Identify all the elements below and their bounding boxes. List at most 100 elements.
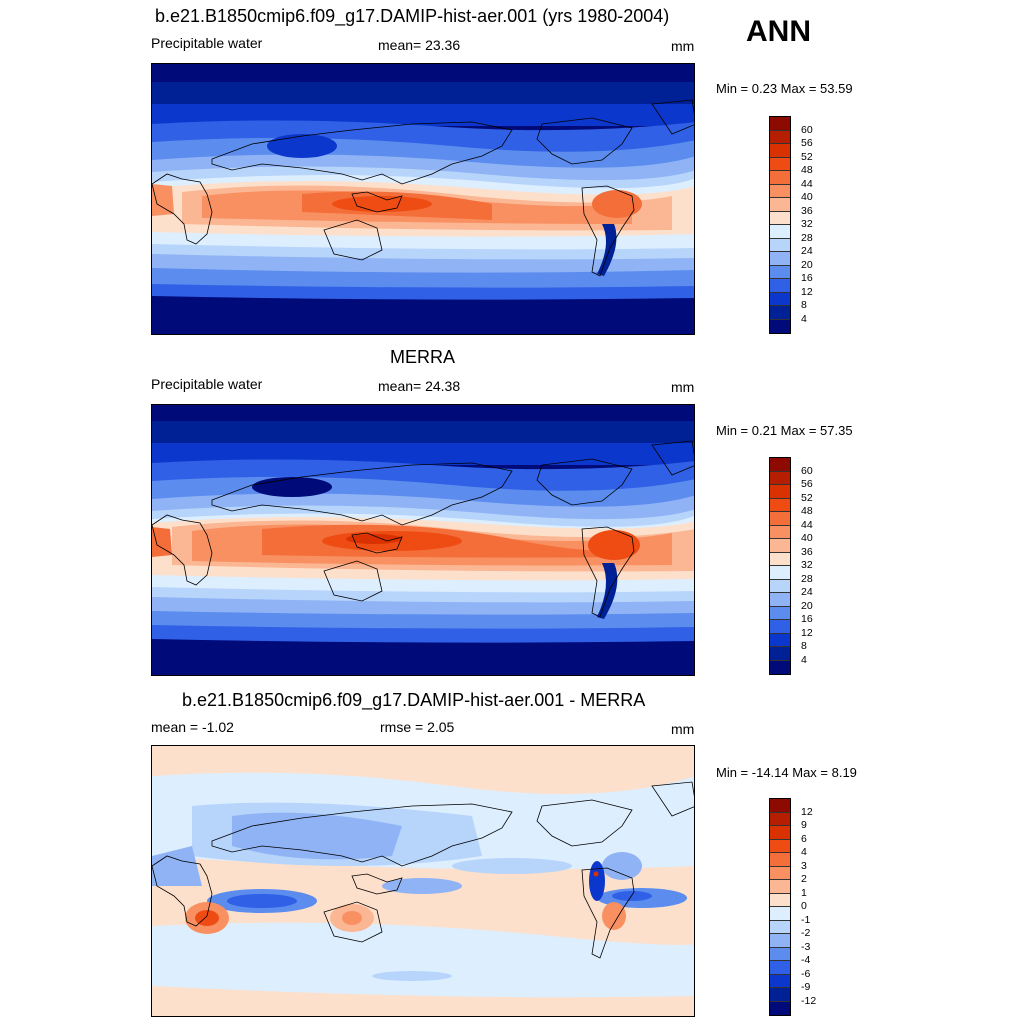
colorbar-cell xyxy=(770,238,790,252)
colorbar-cell xyxy=(770,552,790,566)
colorbar-tick-label: 3 xyxy=(801,859,807,872)
panel1-map xyxy=(151,63,695,335)
colorbar-cell xyxy=(770,265,790,279)
panel1-mean: mean= 23.36 xyxy=(378,37,461,53)
colorbar-cell xyxy=(770,826,790,840)
colorbar-tick-label: -12 xyxy=(801,994,817,1007)
colorbar-cell xyxy=(770,252,790,266)
colorbar-cell xyxy=(770,171,790,185)
colorbar-cell xyxy=(770,198,790,212)
colorbar-cell xyxy=(770,880,790,894)
colorbar-cell xyxy=(770,907,790,921)
colorbar-tick-label: 12 xyxy=(801,285,813,298)
colorbar-tick-label: 4 xyxy=(801,312,807,325)
colorbar-cell xyxy=(770,606,790,620)
colorbar-cell xyxy=(770,471,790,485)
colorbar-tick-label: 16 xyxy=(801,272,813,284)
panel3-rmse: rmse = 2.05 xyxy=(380,719,455,735)
panel1-colorbar xyxy=(769,116,791,334)
colorbar-tick-label: 6 xyxy=(801,832,807,845)
colorbar-cell xyxy=(770,947,790,961)
colorbar-cell xyxy=(770,853,790,867)
colorbar-tick-label: 8 xyxy=(801,299,807,311)
panel1-units: mm xyxy=(671,38,695,54)
colorbar-tick-label: 24 xyxy=(801,586,813,598)
colorbar-tick-label: 40 xyxy=(801,532,813,544)
colorbar-cell xyxy=(770,211,790,225)
panel2-minmax: Min = 0.21 Max = 57.35 xyxy=(716,423,853,438)
colorbar-tick-label: 1 xyxy=(801,886,807,899)
colorbar-cell xyxy=(770,920,790,934)
panel3-colorbar xyxy=(769,798,791,1016)
colorbar-tick-label: 44 xyxy=(801,518,813,531)
colorbar-cell xyxy=(770,633,790,647)
colorbar-cell xyxy=(770,988,790,1002)
colorbar-cell xyxy=(770,799,790,813)
panel1-variable: Precipitable water xyxy=(151,35,263,51)
panel2-colorbar xyxy=(769,457,791,675)
colorbar-cell xyxy=(770,225,790,239)
colorbar-tick-label: 12 xyxy=(801,626,813,639)
colorbar-tick-label: 60 xyxy=(801,123,813,136)
colorbar-tick-label: 36 xyxy=(801,204,813,217)
panel2-variable: Precipitable water xyxy=(151,376,263,392)
colorbar-cell xyxy=(770,117,790,131)
colorbar-cell xyxy=(770,893,790,907)
panel2-mean: mean= 24.38 xyxy=(378,378,461,394)
colorbar-cell xyxy=(770,512,790,526)
panel1-title: b.e21.B1850cmip6.f09_g17.DAMIP-hist-aer.… xyxy=(155,6,670,26)
panel2-units: mm xyxy=(671,379,695,395)
panel2-title: MERRA xyxy=(390,347,456,367)
colorbar-tick-label: 8 xyxy=(801,640,807,652)
panel3-mean: mean = -1.02 xyxy=(151,719,234,735)
panel1-minmax: Min = 0.23 Max = 53.59 xyxy=(716,81,853,96)
colorbar-tick-label: 48 xyxy=(801,164,813,176)
colorbar-cell xyxy=(770,485,790,499)
colorbar-cell xyxy=(770,184,790,198)
colorbar-tick-label: -1 xyxy=(801,913,811,926)
colorbar-cell xyxy=(770,292,790,306)
colorbar-cell xyxy=(770,579,790,593)
colorbar-tick-label: 52 xyxy=(801,491,813,504)
colorbar-tick-label: -4 xyxy=(801,954,811,966)
colorbar-tick-label: 32 xyxy=(801,218,813,230)
colorbar-cell xyxy=(770,961,790,975)
colorbar-tick-label: 28 xyxy=(801,231,813,244)
colorbar-tick-label: 12 xyxy=(801,805,813,818)
colorbar-tick-label: 16 xyxy=(801,613,813,625)
colorbar-cell xyxy=(770,1001,790,1015)
colorbar-tick-label: -6 xyxy=(801,967,811,980)
colorbar-cell xyxy=(770,934,790,948)
colorbar-cell xyxy=(770,498,790,512)
colorbar-cell xyxy=(770,620,790,634)
colorbar-tick-label: 20 xyxy=(801,599,813,612)
season-label: ANN xyxy=(746,15,811,48)
colorbar-tick-label: -2 xyxy=(801,927,811,939)
colorbar-tick-label: 56 xyxy=(801,137,813,149)
colorbar-cell xyxy=(770,866,790,880)
colorbar-cell xyxy=(770,647,790,661)
colorbar-cell xyxy=(770,144,790,158)
colorbar-cell xyxy=(770,130,790,144)
colorbar-cell xyxy=(770,279,790,293)
colorbar-cell xyxy=(770,306,790,320)
colorbar-cell xyxy=(770,157,790,171)
colorbar-tick-label: 0 xyxy=(801,900,807,912)
colorbar-tick-label: 40 xyxy=(801,191,813,203)
colorbar-tick-label: 60 xyxy=(801,464,813,477)
panel3-map xyxy=(151,745,695,1017)
panel3-units: mm xyxy=(671,721,695,737)
colorbar-cell xyxy=(770,839,790,853)
colorbar-cell xyxy=(770,593,790,607)
colorbar-cell xyxy=(770,458,790,472)
colorbar-cell xyxy=(770,319,790,333)
colorbar-cell xyxy=(770,812,790,826)
colorbar-tick-label: -9 xyxy=(801,981,811,993)
panel2-map xyxy=(151,404,695,676)
colorbar-tick-label: 56 xyxy=(801,478,813,490)
colorbar-cell xyxy=(770,974,790,988)
colorbar-tick-label: 24 xyxy=(801,245,813,257)
colorbar-tick-label: 4 xyxy=(801,653,807,666)
colorbar-tick-label: 52 xyxy=(801,150,813,163)
colorbar-tick-label: 48 xyxy=(801,505,813,517)
